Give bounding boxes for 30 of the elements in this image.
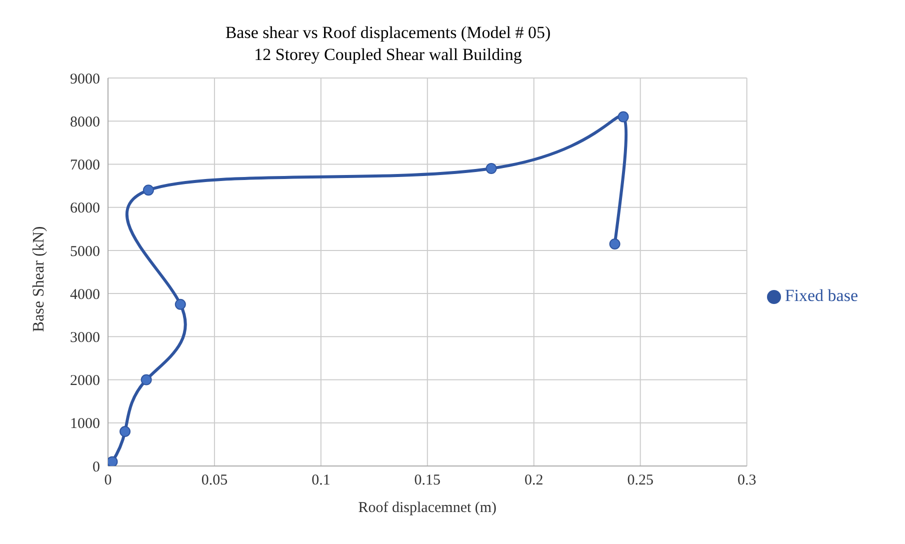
y-tick-label: 8000 <box>70 114 100 130</box>
chart-subtitle: 12 Storey Coupled Shear wall Building <box>253 44 523 66</box>
y-tick-label: 3000 <box>70 330 100 346</box>
x-tick-label: 0.15 <box>414 472 441 489</box>
point <box>609 238 620 250</box>
y-tick-label: 2000 <box>70 373 100 390</box>
chart-title: Base shear vs Roof displacements (Model # 05) <box>224 22 552 44</box>
y-tick-label: 6000 <box>70 200 100 217</box>
legend-label: Fixed base <box>784 286 858 305</box>
x-tick-label: 0.1 <box>312 472 330 489</box>
point <box>108 456 118 466</box>
point <box>140 374 152 386</box>
x-tick-label: 0.3 <box>737 472 756 489</box>
x-axis-title: Roof displacemnet (m) <box>358 500 497 516</box>
x-tick-label: 0 <box>104 472 112 489</box>
point <box>486 163 497 174</box>
y-tick-label: 1000 <box>70 416 100 432</box>
x-tick-label: 0.05 <box>201 472 228 489</box>
y-tick-label: 5000 <box>70 244 100 260</box>
x-tick-label: 0.25 <box>627 472 654 489</box>
point <box>120 426 131 438</box>
y-tick-label: 0 <box>92 459 100 476</box>
y-axis-title: Base Shear (kN) <box>30 226 48 332</box>
y-tick-label: 9000 <box>70 71 100 88</box>
y-tick-label: 7000 <box>70 158 100 174</box>
x-tick-label: 0.2 <box>524 472 544 489</box>
point <box>618 111 629 122</box>
point <box>174 298 186 310</box>
y-tick-label: 4000 <box>70 286 100 303</box>
point <box>142 184 154 196</box>
